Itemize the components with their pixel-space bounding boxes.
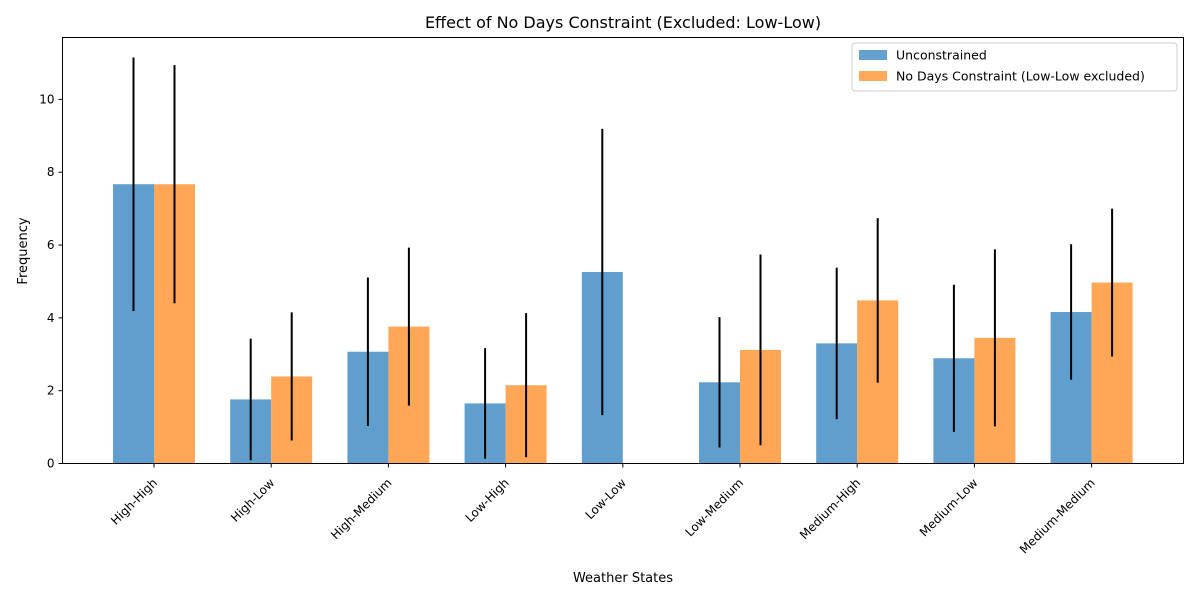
- legend-box: [851, 42, 1178, 92]
- y-tick-label: 4: [47, 311, 55, 325]
- x-axis: High-High High-Low High-Medium Low-High Low-…: [108, 463, 1098, 557]
- error-bars-layer: [132, 57, 1114, 461]
- legend: Unconstrained No Days Constraint (Low-Lo…: [851, 42, 1178, 92]
- x-axis-label: Weather States: [573, 571, 673, 586]
- legend-swatch-unconstrained: [859, 50, 887, 60]
- legend-label-unconstrained: Unconstrained: [896, 48, 987, 63]
- y-axis-label: Frequency: [16, 217, 31, 284]
- x-tick-label-high-high: High-High: [108, 476, 160, 528]
- x-tick-label-medium-low: Medium-Low: [917, 476, 981, 540]
- y-axis: 0 2 4 6 8 10: [39, 92, 63, 471]
- x-tick-label-medium-medium: Medium-Medium: [1017, 476, 1098, 557]
- y-tick-label: 2: [47, 384, 55, 398]
- x-tick-label-high-low: High-Low: [228, 476, 277, 525]
- y-tick-label: 8: [47, 165, 55, 179]
- x-tick-label-high-medium: High-Medium: [328, 476, 394, 542]
- x-tick-label-low-medium: Low-Medium: [683, 476, 747, 540]
- x-tick-label-low-high: Low-High: [463, 476, 512, 525]
- chart-title: Effect of No Days Constraint (Excluded: …: [425, 13, 821, 32]
- bars-layer: [113, 184, 1133, 464]
- y-tick-label: 0: [47, 457, 55, 471]
- x-tick-label-medium-high: Medium-High: [797, 476, 863, 542]
- y-tick-label: 10: [39, 92, 54, 106]
- x-tick-label-low-low: Low-Low: [583, 476, 630, 523]
- y-tick-label: 6: [47, 238, 55, 252]
- legend-label-no-days-constraint: No Days Constraint (Low-Low excluded): [896, 69, 1145, 84]
- legend-swatch-no-days-constraint: [859, 71, 887, 81]
